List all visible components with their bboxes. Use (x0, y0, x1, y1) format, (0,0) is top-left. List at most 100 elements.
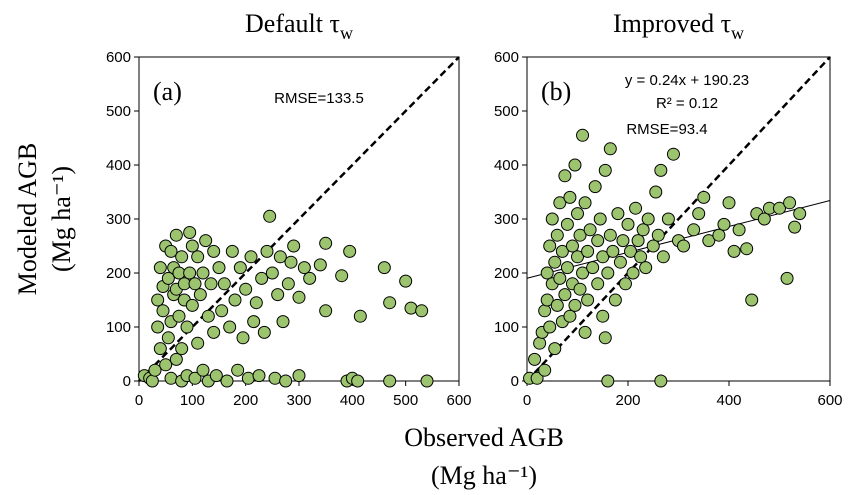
data-point (145, 374, 159, 388)
x-tick-label: 500 (393, 392, 418, 409)
x-tick-label: 600 (446, 392, 471, 409)
data-point (548, 255, 562, 269)
data-point (626, 266, 640, 280)
panel-label: (a) (153, 77, 182, 106)
data-point (538, 363, 552, 377)
data-point (545, 212, 559, 226)
y-tick-label: 200 (106, 265, 131, 282)
x-axis-label: Observed AGB (404, 423, 564, 452)
data-point (598, 331, 612, 345)
data-point (618, 277, 632, 291)
data-point (565, 239, 579, 253)
data-point (353, 309, 367, 323)
data-point (151, 320, 165, 334)
data-point (193, 288, 207, 302)
data-point (276, 315, 290, 329)
y-axis-label: (Mg ha⁻¹) (47, 166, 76, 272)
x-tick-label: 400 (340, 392, 365, 409)
data-point (297, 261, 311, 275)
data-point (159, 358, 173, 372)
x-tick-label: 200 (233, 392, 258, 409)
data-point (639, 261, 653, 275)
data-point (692, 207, 706, 221)
data-point (169, 228, 183, 242)
data-point (225, 244, 239, 258)
data-point (608, 293, 622, 307)
data-point (654, 374, 668, 388)
y-tick-label: 500 (494, 103, 519, 120)
data-point (180, 320, 194, 334)
data-point (273, 250, 287, 264)
data-point (740, 242, 754, 256)
data-point (220, 374, 234, 388)
data-point (217, 277, 231, 291)
data-point (717, 217, 731, 231)
data-point (649, 185, 663, 199)
data-point (780, 271, 794, 285)
data-point (598, 163, 612, 177)
x-tick-label: 0 (135, 392, 143, 409)
data-point (284, 255, 298, 269)
data-point (603, 228, 617, 242)
data-point (399, 274, 413, 288)
data-point (543, 239, 557, 253)
x-tick-label: 600 (817, 392, 842, 409)
y-tick-label: 400 (494, 157, 519, 174)
data-point (233, 261, 247, 275)
data-point (581, 293, 595, 307)
data-point (185, 239, 199, 253)
data-point (697, 190, 711, 204)
data-point (241, 371, 255, 385)
data-point (591, 277, 605, 291)
x-tick-label: 400 (716, 392, 741, 409)
y-tick-label: 600 (106, 49, 131, 66)
y-tick-label: 300 (106, 211, 131, 228)
data-point (568, 298, 582, 312)
y-tick-label: 200 (494, 265, 519, 282)
data-point (161, 271, 175, 285)
data-point (793, 207, 807, 221)
data-point (629, 201, 643, 215)
data-point (212, 261, 226, 275)
data-point (613, 255, 627, 269)
data-point (191, 250, 205, 264)
data-point (611, 207, 625, 221)
one-to-one-line (138, 56, 460, 382)
data-point (578, 325, 592, 339)
data-point (773, 201, 786, 215)
data-point (528, 352, 542, 366)
x-tick-label: 0 (523, 392, 531, 409)
data-point (573, 282, 587, 296)
data-point (343, 244, 357, 258)
data-point (702, 234, 716, 248)
data-point (223, 320, 237, 334)
data-point (164, 244, 178, 258)
data-point (257, 325, 271, 339)
panel-title: Improved τw (613, 9, 744, 43)
data-point (558, 169, 572, 183)
data-point (215, 304, 229, 318)
data-point (624, 244, 638, 258)
data-point (558, 288, 572, 302)
data-point (555, 244, 569, 258)
data-point (228, 293, 242, 307)
data-point (540, 266, 554, 280)
data-point (404, 301, 418, 315)
data-point (204, 277, 218, 291)
data-point (601, 266, 615, 280)
data-point (292, 290, 306, 304)
data-point (586, 261, 600, 275)
data-point (553, 271, 567, 285)
data-point (687, 223, 701, 237)
data-point (281, 277, 295, 291)
data-point (175, 342, 189, 356)
data-point (745, 293, 759, 307)
data-point (621, 217, 635, 231)
data-point (231, 363, 245, 377)
data-point (415, 304, 429, 318)
data-point (591, 234, 605, 248)
data-point (377, 261, 391, 275)
one-to-one-line (526, 56, 831, 382)
data-point (153, 342, 167, 356)
